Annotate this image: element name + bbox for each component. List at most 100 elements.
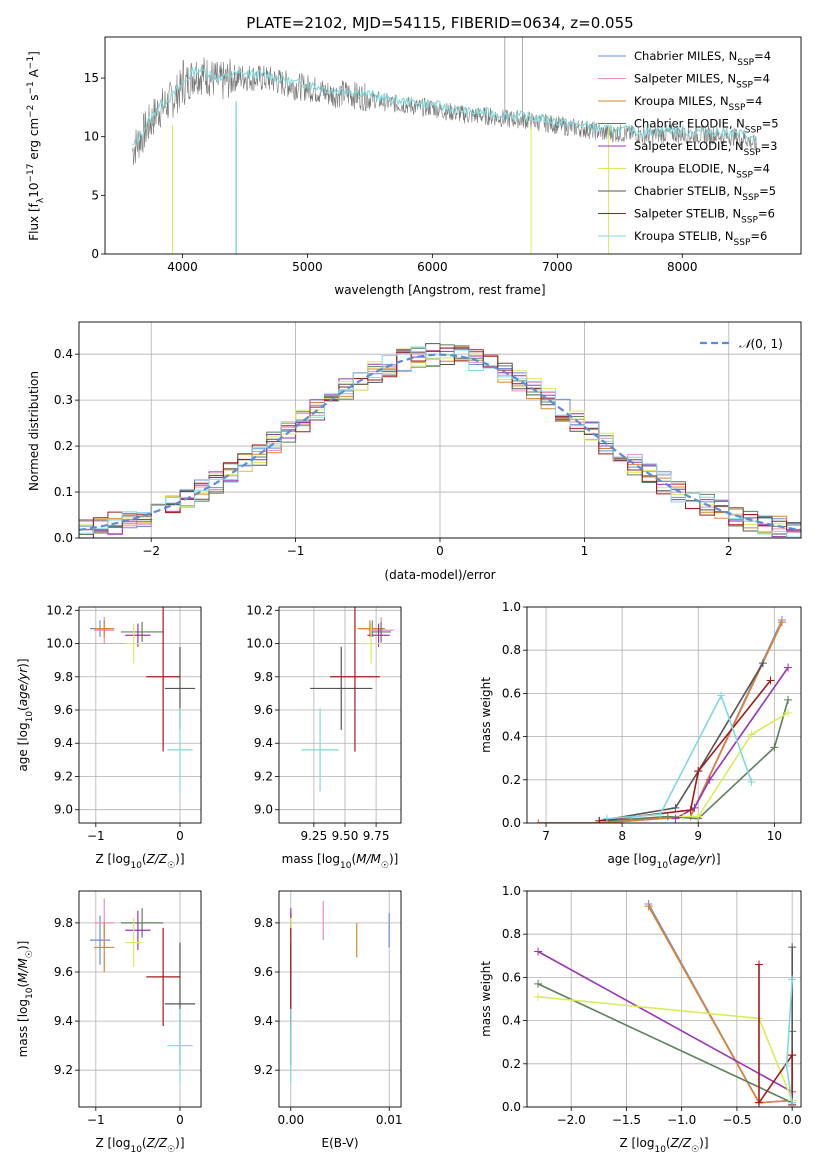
x-axis-label: (data-model)/error: [384, 568, 495, 582]
x-tick-label: 9.50: [332, 829, 359, 843]
x-tick-label: −1.5: [612, 1113, 641, 1127]
spectrum-panel: 4000 5000 6000 7000 8000 0 5 10 15 wavelength [An…: [26, 36, 802, 297]
y-tick-label: 9.8: [54, 670, 73, 684]
y-tick-label: 0.6: [502, 970, 521, 984]
x-tick-label: 0.0: [783, 1113, 802, 1127]
y-axis-label: Normed distribution: [27, 371, 41, 491]
y-axis-label: mass weight: [479, 677, 493, 753]
legend-label: Kroupa ELODIE, NSSP=4: [634, 162, 770, 181]
weight_vs_z-panel: −2.0 −1.5 −1.0 −0.5 0.0 0.0 0.2 0.4 0.6 0.8 1.0 Z […: [479, 884, 802, 1155]
y-tick-label: 0.2: [54, 439, 73, 453]
series-line: [647, 905, 793, 1104]
series-marker: [758, 659, 767, 668]
x-tick-label: −0.5: [722, 1113, 751, 1127]
errorbar-group: [89, 898, 196, 1083]
y-axis-label: mass [log10(M/M☉)]: [16, 941, 35, 1058]
y-tick-label: 9.2: [254, 1063, 273, 1077]
series-line: [538, 621, 783, 823]
x-tick-label: 0.01: [376, 1113, 403, 1127]
series-marker: [534, 819, 543, 823]
legend-label: Salpeter MILES, NSSP=4: [634, 72, 770, 91]
y-tick-label: 0.0: [502, 1100, 521, 1114]
y-tick-label: 0.2: [502, 773, 521, 787]
spectrum-model-line: [132, 65, 757, 146]
series-marker: [755, 1098, 764, 1107]
axes-frame: [78, 606, 202, 824]
series-line: [647, 905, 793, 1104]
series-line: [537, 983, 793, 1104]
y-tick-label: 9.4: [54, 1014, 73, 1028]
y-tick-label: 9.8: [54, 916, 73, 930]
x-tick-label: 2: [725, 544, 733, 558]
y-tick-label: 0: [91, 247, 99, 261]
series-marker: [686, 806, 695, 815]
legend-label: Kroupa STELIB, NSSP=6: [634, 229, 767, 248]
axes-frame: [278, 890, 402, 1108]
series-marker: [784, 663, 793, 672]
y-tick-label: 10.2: [46, 603, 73, 617]
series-line: [785, 979, 793, 1103]
y-tick-label: 5: [91, 188, 99, 202]
series-marker: [777, 618, 786, 627]
age_vs_mass-panel: 9.25 9.50 9.75 9.0 9.2 9.4 9.6 9.8 10.0 10.2 mass …: [246, 603, 402, 871]
series-group: [534, 899, 797, 1107]
y-tick-label: 9.0: [254, 803, 273, 817]
y-tick-label: 9.2: [54, 769, 73, 783]
series-marker: [766, 676, 775, 685]
errorbar-group: [290, 900, 390, 1083]
y-tick-label: 9.8: [254, 916, 273, 930]
errorbar-group: [301, 607, 394, 792]
x-tick-label: 0: [436, 544, 444, 558]
x-tick-label: −2: [142, 544, 160, 558]
x-tick-label: 8000: [667, 260, 698, 274]
x-tick-label: 8: [618, 829, 626, 843]
series-marker: [679, 812, 688, 821]
x-tick-label: 0.00: [277, 1113, 304, 1127]
y-tick-label: 0.0: [502, 816, 521, 830]
y-tick-label: 9.6: [254, 965, 273, 979]
y-axis-label: age [log10(age/yr)]: [16, 658, 35, 771]
x-axis-label: E(B-V): [321, 1136, 358, 1150]
y-tick-label: 9.6: [54, 703, 73, 717]
series-line: [606, 693, 753, 820]
legend-label: 𝒩(0, 1): [739, 337, 783, 351]
y-tick-label: 0.8: [502, 927, 521, 941]
y-tick-label: 0.1: [54, 485, 73, 499]
series-line: [538, 621, 783, 823]
series-line: [758, 964, 793, 1106]
mass_vs_z-panel: −1 0 9.2 9.4 9.6 9.8 Z [log10(Z/Z☉)] mass [log1…: [16, 890, 202, 1155]
x-tick-label: 0: [176, 1113, 184, 1127]
series-marker: [694, 767, 703, 776]
x-tick-label: 7000: [542, 260, 573, 274]
x-tick-label: 9: [694, 829, 702, 843]
x-axis-label: Z [log10(Z/Z☉)]: [619, 1136, 708, 1155]
weight_vs_age-panel: 7 8 9 10 0.0 0.2 0.4 0.6 0.8 1.0 age [log10(age/yr…: [479, 600, 802, 871]
x-tick-label: 6000: [417, 260, 448, 274]
series-marker: [788, 1098, 797, 1107]
y-tick-label: 9.2: [54, 1063, 73, 1077]
x-tick-label: 5000: [292, 260, 323, 274]
residuals-panel: −2 −1 0 1 2 0.0 0.1 0.2 0.3 0.4 (data-model)/error…: [27, 321, 802, 582]
series-marker: [671, 814, 680, 823]
page-title: PLATE=2102, MJD=54115, FIBERID=0634, z=0…: [246, 14, 633, 32]
series-marker: [782, 1061, 791, 1070]
axes-frame: [526, 606, 802, 824]
series-line: [675, 667, 789, 820]
y-tick-label: 0.4: [502, 730, 521, 744]
series-marker: [602, 814, 611, 823]
y-tick-label: 0.8: [502, 643, 521, 657]
y-tick-label: 10.2: [246, 603, 273, 617]
series-marker: [747, 730, 756, 739]
y-tick-label: 9.0: [54, 803, 73, 817]
histogram-group: [79, 343, 801, 538]
series-line: [683, 712, 789, 818]
x-tick-label: 9.25: [300, 829, 327, 843]
y-tick-label: 1.0: [502, 884, 521, 898]
x-tick-label: 0: [176, 829, 184, 843]
age_vs_z-panel: −1 0 9.0 9.2 9.4 9.6 9.8 10.0 10.2 Z [log10(Z/Z☉)…: [16, 603, 202, 871]
y-tick-label: 0.6: [502, 686, 521, 700]
series-group: [534, 615, 793, 823]
series-marker: [644, 902, 653, 911]
series-line: [537, 950, 793, 1093]
